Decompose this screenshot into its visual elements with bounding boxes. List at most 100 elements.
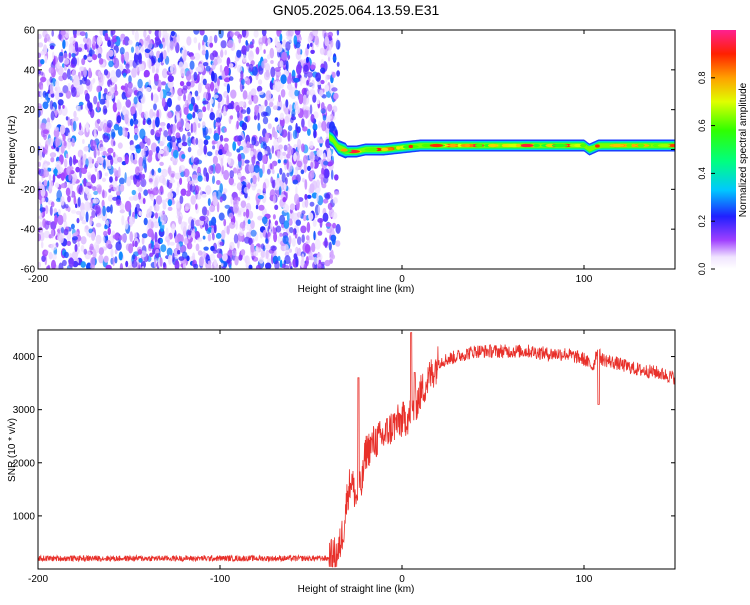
heatmap-cell — [78, 84, 84, 95]
heatmap-cell — [223, 218, 227, 227]
heatmap-cell — [194, 52, 201, 61]
heatmap-cell — [263, 49, 266, 54]
heatmap-cell — [230, 89, 237, 99]
heatmap-cell — [241, 30, 247, 38]
heatmap-cell — [309, 201, 315, 207]
heatmap-cell — [408, 144, 413, 149]
heatmap-cell — [149, 50, 154, 56]
heatmap-cell — [124, 172, 127, 184]
heatmap-cell — [50, 110, 55, 121]
heatmap-cell — [227, 151, 232, 157]
heatmap-cell — [77, 242, 80, 247]
heatmap-cell — [197, 175, 203, 182]
heatmap-cell — [278, 144, 283, 150]
heatmap-cell — [62, 39, 66, 49]
heatmap-cell — [159, 43, 163, 49]
heatmap-cell — [262, 116, 269, 125]
heatmap-cell — [55, 90, 60, 101]
heatmap-cell — [205, 185, 212, 195]
heatmap-cell — [261, 192, 267, 204]
snr-panel: -200 -100 0 100 1000 2000 3000 4000 Height of … — [7, 329, 676, 595]
heatmap-cell — [185, 122, 190, 131]
heatmap-cell — [193, 157, 200, 166]
heatmap-cell — [130, 46, 135, 53]
heatmap-cell — [95, 204, 101, 215]
heatmap-cell — [112, 196, 118, 201]
heatmap-cell — [220, 157, 224, 167]
heatmap-cell — [211, 62, 216, 70]
heatmap-cell — [261, 30, 267, 37]
heatmap-cell — [284, 115, 290, 124]
heatmap-cell — [295, 256, 299, 268]
heatmap-cell — [243, 211, 246, 217]
heatmap-cell — [308, 89, 316, 96]
heatmap-cell — [252, 94, 259, 104]
heatmap-cell — [266, 168, 271, 175]
heatmap-cell — [151, 168, 155, 176]
heatmap-cell — [114, 249, 118, 255]
heatmap-cell — [269, 222, 273, 230]
heatmap-cell — [137, 249, 143, 255]
heatmap-cell — [303, 108, 310, 119]
heatmap-cell — [323, 168, 330, 179]
heatmap-cell — [240, 109, 247, 114]
heatmap-cell — [171, 173, 175, 178]
heatmap-cell — [216, 180, 221, 185]
heatmap-cell — [98, 71, 101, 78]
heatmap-cell — [85, 225, 89, 230]
heatmap-cell — [124, 154, 129, 165]
heatmap-cell — [294, 89, 299, 97]
heatmap-cell — [172, 125, 176, 136]
spectrogram-y-axis: -60 -40 -20 0 20 40 60 — [21, 26, 675, 276]
heatmap-cell — [274, 179, 280, 191]
heatmap-cell — [174, 260, 180, 269]
heatmap-cell — [48, 67, 54, 74]
heatmap-cell — [143, 189, 149, 196]
heatmap-cell — [303, 263, 307, 269]
heatmap-cell — [152, 247, 155, 255]
heatmap-cell — [45, 197, 49, 203]
heatmap-cell — [273, 138, 280, 147]
heatmap-cell — [170, 30, 176, 37]
heatmap-cell — [307, 128, 311, 136]
heatmap-cell — [278, 186, 282, 196]
heatmap-cell — [189, 183, 196, 193]
heatmap-cell — [84, 186, 89, 194]
heatmap-cell — [281, 151, 287, 156]
heatmap-cell — [316, 149, 323, 157]
heatmap-cell — [50, 89, 54, 95]
heatmap-cell — [172, 252, 175, 262]
heatmap-cell — [219, 196, 223, 203]
heatmap-cell — [138, 59, 143, 65]
heatmap-cell — [87, 99, 91, 109]
heatmap-cell — [131, 30, 135, 36]
heatmap-cell — [93, 190, 98, 196]
heatmap-cell — [190, 195, 196, 205]
heatmap-cell — [336, 70, 340, 77]
heatmap-cell — [189, 60, 195, 70]
heatmap-cell — [210, 81, 215, 92]
heatmap-cell — [121, 215, 125, 226]
heatmap-cell — [85, 121, 89, 133]
heatmap-cell — [195, 243, 200, 252]
heatmap-cell — [38, 181, 43, 187]
heatmap-cell — [318, 120, 321, 129]
heatmap-cell — [188, 103, 194, 112]
heatmap-cell — [211, 71, 215, 82]
heatmap-cell — [92, 248, 97, 260]
heatmap-cell — [173, 149, 179, 159]
heatmap-cell — [139, 128, 146, 140]
heatmap-cell — [242, 90, 248, 100]
heatmap-cell — [108, 164, 112, 170]
heatmap-cell — [45, 122, 52, 130]
heatmap-cell — [289, 203, 296, 211]
heatmap-cell — [323, 160, 329, 166]
heatmap-cell — [142, 197, 146, 205]
heatmap-cell — [137, 45, 142, 54]
heatmap-cell — [332, 56, 337, 62]
heatmap-cell — [237, 210, 242, 216]
heatmap-cell — [250, 229, 257, 237]
heatmap-cell — [192, 138, 196, 146]
heatmap-cell — [317, 139, 324, 144]
heatmap-cell — [71, 209, 77, 214]
